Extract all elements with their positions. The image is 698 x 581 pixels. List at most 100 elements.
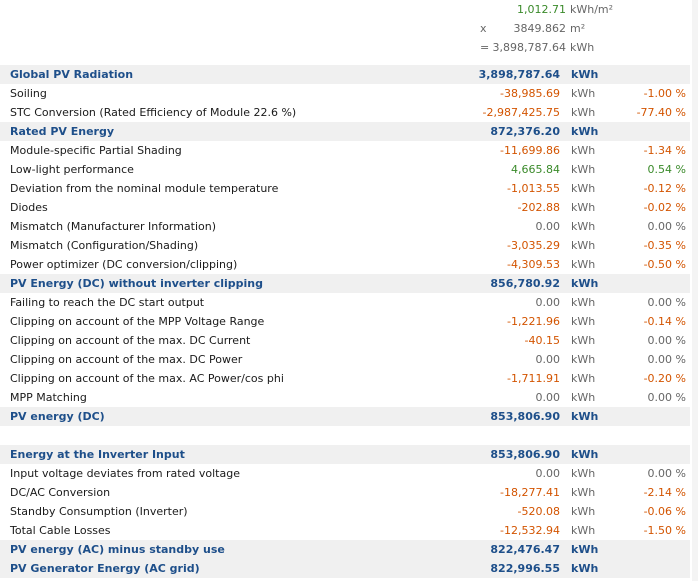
row-unit: kWh (571, 201, 596, 214)
row-unit: kWh (571, 372, 596, 385)
row-unit: kWh (571, 277, 599, 290)
row-percentage: -77.40 % (636, 106, 686, 119)
loss-row: Failing to reach the DC start output 0.00… (0, 293, 690, 312)
row-unit: kWh (571, 562, 599, 575)
summary-row: Energy at the Inverter Input 853,806.90 kW… (0, 445, 690, 464)
summary-row: PV energy (AC) minus standby use 822,476.… (0, 540, 690, 559)
row-value: -1,711.91 (507, 372, 560, 385)
loss-row: Deviation from the nominal module temper… (0, 179, 690, 198)
loss-row: MPP Matching 0.00 kWh 0.00 % (0, 388, 690, 407)
row-value: 822,476.47 (490, 543, 560, 556)
row-label: Clipping on account of the MPP Voltage R… (10, 315, 265, 328)
row-label: Energy at the Inverter Input (10, 448, 185, 461)
row-percentage: -1.34 % (643, 144, 686, 157)
row-value: -40.15 (524, 334, 560, 347)
row-label: Deviation from the nominal module temper… (10, 182, 279, 195)
vertical-scrollbar[interactable] (692, 0, 698, 581)
row-percentage: 0.00 % (647, 220, 686, 233)
row-unit: kWh (571, 144, 596, 157)
total-line: = 3,898,787.64 kWh (0, 38, 698, 57)
loss-row: Clipping on account of the MPP Voltage R… (0, 312, 690, 331)
row-value: 0.00 (535, 220, 561, 233)
loss-row: Power optimizer (DC conversion/clipping)… (0, 255, 690, 274)
equals-operator: = (480, 41, 490, 54)
row-value: 0.00 (535, 353, 561, 366)
row-unit: kWh (571, 486, 596, 499)
row-unit: kWh (571, 68, 599, 81)
loss-row: Clipping on account of the max. DC Curre… (0, 331, 690, 350)
row-label: Clipping on account of the max. AC Power… (10, 372, 284, 385)
row-label: PV energy (AC) minus standby use (10, 543, 225, 556)
loss-row: DC/AC Conversion -18,277.41 kWh -2.14 % (0, 483, 690, 502)
row-value: 3,898,787.64 (478, 68, 560, 81)
row-value: -3,035.29 (507, 239, 560, 252)
loss-row: STC Conversion (Rated Efficiency of Modu… (0, 103, 690, 122)
row-percentage: 0.00 % (647, 353, 686, 366)
row-label: Clipping on account of the max. DC Curre… (10, 334, 251, 347)
summary-row: PV energy (DC) 853,806.90 kWh (0, 407, 690, 426)
row-value: -1,221.96 (507, 315, 560, 328)
row-value: -4,309.53 (507, 258, 560, 271)
row-label: STC Conversion (Rated Efficiency of Modu… (10, 106, 297, 119)
row-unit: kWh (571, 106, 596, 119)
row-unit: kWh (571, 448, 599, 461)
row-label: Clipping on account of the max. DC Power (10, 353, 243, 366)
row-percentage: -0.06 % (643, 505, 686, 518)
row-unit: kWh (571, 543, 599, 556)
loss-row: Mismatch (Manufacturer Information) 0.00 k… (0, 217, 690, 236)
row-percentage: -0.20 % (643, 372, 686, 385)
loss-row: Diodes -202.88 kWh -0.02 % (0, 198, 690, 217)
row-label: Rated PV Energy (10, 125, 114, 138)
irradiance-value: 1,012.71 (517, 3, 566, 16)
row-unit: kWh (571, 182, 596, 195)
total-unit: kWh (570, 41, 595, 54)
row-unit: kWh (571, 315, 596, 328)
row-percentage: -0.50 % (643, 258, 686, 271)
row-unit: kWh (571, 391, 596, 404)
row-unit: kWh (571, 87, 596, 100)
row-value: -520.08 (517, 505, 560, 518)
row-percentage: -2.14 % (643, 486, 686, 499)
area-value: 3849.862 (513, 22, 567, 35)
row-label: Standby Consumption (Inverter) (10, 505, 188, 518)
row-label: Global PV Radiation (10, 68, 134, 81)
row-label: Mismatch (Manufacturer Information) (10, 220, 217, 233)
row-value: 872,376.20 (490, 125, 560, 138)
row-unit: kWh (571, 296, 596, 309)
loss-row: Module-specific Partial Shading -11,699.8… (0, 141, 690, 160)
row-label: Total Cable Losses (10, 524, 111, 537)
row-percentage: -1.50 % (643, 524, 686, 537)
row-label: Mismatch (Configuration/Shading) (10, 239, 199, 252)
irradiance-line: 1,012.71 kWh/m² (0, 0, 698, 19)
row-percentage: 0.00 % (647, 391, 686, 404)
row-label: Input voltage deviates from rated voltag… (10, 467, 240, 480)
area-unit: m² (570, 22, 586, 35)
row-value: -1,013.55 (507, 182, 560, 195)
total-value: 3,898,787.64 (492, 41, 566, 54)
row-label: Module-specific Partial Shading (10, 144, 182, 157)
row-unit: kWh (571, 258, 596, 271)
area-line: x 3849.862 m² (0, 19, 698, 38)
loss-row: Total Cable Losses -12,532.94 kWh -1.50 % (0, 521, 690, 540)
irradiance-unit: kWh/m² (570, 3, 614, 16)
row-value: 853,806.90 (490, 410, 560, 423)
row-value: 0.00 (535, 391, 561, 404)
row-unit: kWh (571, 524, 596, 537)
multiply-operator: x (480, 22, 487, 35)
summary-row: PV Energy (DC) without inverter clipping… (0, 274, 690, 293)
row-unit: kWh (571, 125, 599, 138)
row-percentage: -1.00 % (643, 87, 686, 100)
row-unit: kWh (571, 505, 596, 518)
summary-row: Rated PV Energy 872,376.20 kWh (0, 122, 690, 141)
loss-row: Input voltage deviates from rated voltag… (0, 464, 690, 483)
row-percentage: -0.12 % (643, 182, 686, 195)
row-value: -202.88 (517, 201, 560, 214)
row-label: Diodes (10, 201, 48, 214)
row-value: -18,277.41 (500, 486, 560, 499)
row-value: -38,985.69 (500, 87, 560, 100)
row-unit: kWh (571, 410, 599, 423)
loss-row: Mismatch (Configuration/Shading) -3,035.2… (0, 236, 690, 255)
row-value: 853,806.90 (490, 448, 560, 461)
summary-row: Global PV Radiation 3,898,787.64 kWh (0, 65, 690, 84)
row-value: 0.00 (535, 467, 561, 480)
